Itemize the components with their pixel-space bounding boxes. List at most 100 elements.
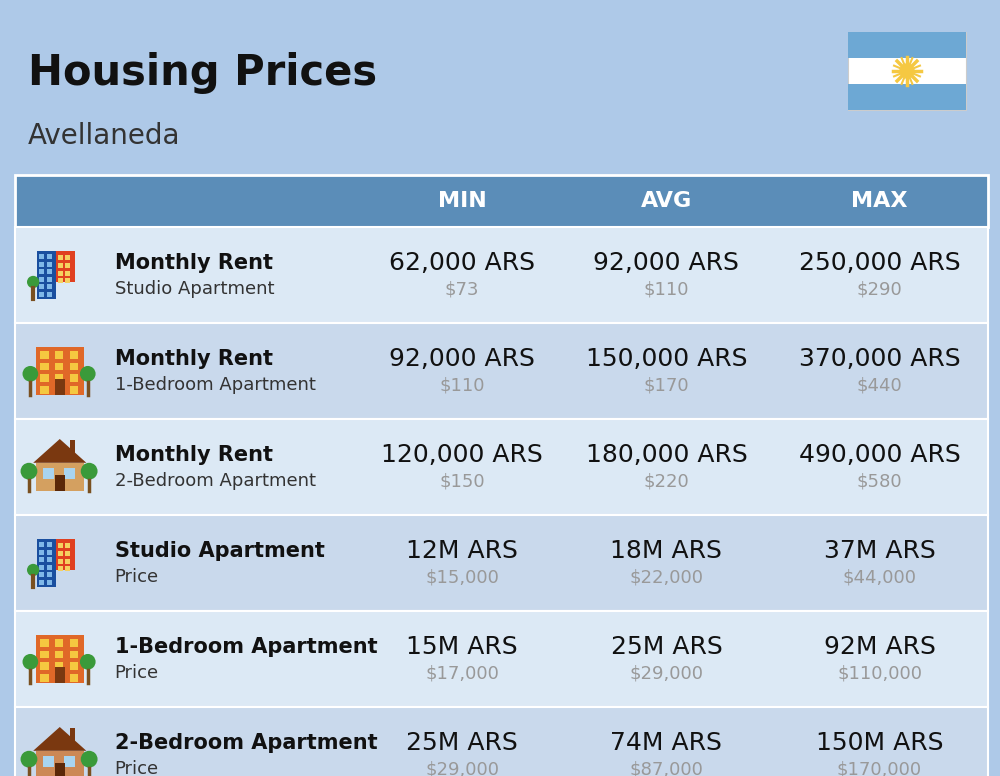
Text: 92,000 ARS: 92,000 ARS xyxy=(593,251,739,275)
Bar xyxy=(36,636,84,683)
Text: 250,000 ARS: 250,000 ARS xyxy=(799,251,960,275)
Text: 370,000 ARS: 370,000 ARS xyxy=(799,348,960,372)
Text: $29,000: $29,000 xyxy=(425,760,499,776)
Polygon shape xyxy=(33,439,86,462)
Text: Price: Price xyxy=(115,760,159,776)
Circle shape xyxy=(23,366,38,382)
Text: $110: $110 xyxy=(439,376,485,394)
Bar xyxy=(56,539,75,570)
Text: Monthly Rent: Monthly Rent xyxy=(115,349,273,369)
Bar xyxy=(55,379,65,395)
Text: $29,000: $29,000 xyxy=(629,664,703,682)
Text: $87,000: $87,000 xyxy=(629,760,703,776)
Text: 180,000 ARS: 180,000 ARS xyxy=(586,443,747,467)
Bar xyxy=(70,441,75,455)
Bar xyxy=(55,374,63,383)
Circle shape xyxy=(27,564,39,576)
Bar xyxy=(39,269,44,274)
Text: 120,000 ARS: 120,000 ARS xyxy=(381,443,543,467)
Bar xyxy=(70,362,78,370)
Text: 1-Bedroom Apartment: 1-Bedroom Apartment xyxy=(115,376,315,394)
Bar xyxy=(70,663,78,670)
Bar xyxy=(43,469,54,479)
Text: 37M ARS: 37M ARS xyxy=(824,539,935,563)
Bar xyxy=(65,255,70,261)
Bar xyxy=(40,386,49,394)
Bar xyxy=(64,757,75,767)
Text: 15M ARS: 15M ARS xyxy=(406,636,518,660)
Bar xyxy=(39,549,44,555)
Text: Housing Prices: Housing Prices xyxy=(28,52,377,94)
Text: 74M ARS: 74M ARS xyxy=(610,732,722,756)
Text: 150M ARS: 150M ARS xyxy=(816,732,943,756)
Text: MAX: MAX xyxy=(851,191,908,211)
Bar xyxy=(40,374,49,383)
Bar xyxy=(40,650,49,659)
Bar xyxy=(58,559,63,563)
Bar xyxy=(36,347,84,395)
Bar xyxy=(15,323,988,419)
Circle shape xyxy=(21,462,37,480)
Bar xyxy=(65,566,70,571)
Text: 490,000 ARS: 490,000 ARS xyxy=(799,443,960,467)
Bar xyxy=(65,551,70,556)
Bar xyxy=(848,84,966,110)
Text: 25M ARS: 25M ARS xyxy=(611,636,722,660)
Bar xyxy=(848,32,966,110)
Bar xyxy=(36,462,84,490)
Bar xyxy=(58,543,63,549)
Bar xyxy=(40,663,49,670)
Text: $290: $290 xyxy=(857,280,902,299)
Bar xyxy=(848,32,966,58)
Text: $110: $110 xyxy=(644,280,689,299)
Bar xyxy=(70,674,78,682)
Bar xyxy=(55,639,63,646)
Bar xyxy=(39,277,44,282)
Bar xyxy=(40,674,49,682)
Bar xyxy=(55,663,63,670)
Text: 1-Bedroom Apartment: 1-Bedroom Apartment xyxy=(115,637,377,657)
Bar xyxy=(70,386,78,394)
Bar xyxy=(15,175,988,227)
Text: $22,000: $22,000 xyxy=(629,568,703,587)
Circle shape xyxy=(23,654,38,670)
Bar xyxy=(39,262,44,267)
Text: Price: Price xyxy=(115,664,159,682)
Circle shape xyxy=(81,751,98,767)
Bar xyxy=(15,227,988,323)
Bar xyxy=(37,539,56,587)
Text: 12M ARS: 12M ARS xyxy=(406,539,518,563)
Text: 92M ARS: 92M ARS xyxy=(824,636,935,660)
Bar xyxy=(39,542,44,547)
Bar xyxy=(64,469,75,479)
Text: Studio Apartment: Studio Apartment xyxy=(115,542,324,562)
Text: Studio Apartment: Studio Apartment xyxy=(115,280,274,299)
Bar xyxy=(39,292,44,297)
Text: $220: $220 xyxy=(644,473,689,490)
Text: $440: $440 xyxy=(857,376,902,394)
Bar xyxy=(55,386,63,394)
Text: 62,000 ARS: 62,000 ARS xyxy=(389,251,535,275)
Bar xyxy=(58,551,63,556)
Circle shape xyxy=(80,654,96,670)
Text: 92,000 ARS: 92,000 ARS xyxy=(389,348,535,372)
Bar xyxy=(56,251,75,282)
Bar xyxy=(55,667,65,683)
Text: 150,000 ARS: 150,000 ARS xyxy=(586,348,747,372)
Bar xyxy=(65,271,70,275)
Bar xyxy=(40,362,49,370)
Polygon shape xyxy=(33,727,86,751)
Bar xyxy=(55,763,65,776)
Bar xyxy=(47,549,52,555)
Text: 2-Bedroom Apartment: 2-Bedroom Apartment xyxy=(115,473,316,490)
Bar xyxy=(70,351,78,359)
Bar xyxy=(15,515,988,611)
Text: $44,000: $44,000 xyxy=(843,568,917,587)
Circle shape xyxy=(27,275,39,288)
Bar xyxy=(39,565,44,570)
Bar xyxy=(15,611,988,707)
Text: 2-Bedroom Apartment: 2-Bedroom Apartment xyxy=(115,733,377,753)
Text: $73: $73 xyxy=(445,280,479,299)
Bar xyxy=(47,542,52,547)
Bar xyxy=(47,565,52,570)
